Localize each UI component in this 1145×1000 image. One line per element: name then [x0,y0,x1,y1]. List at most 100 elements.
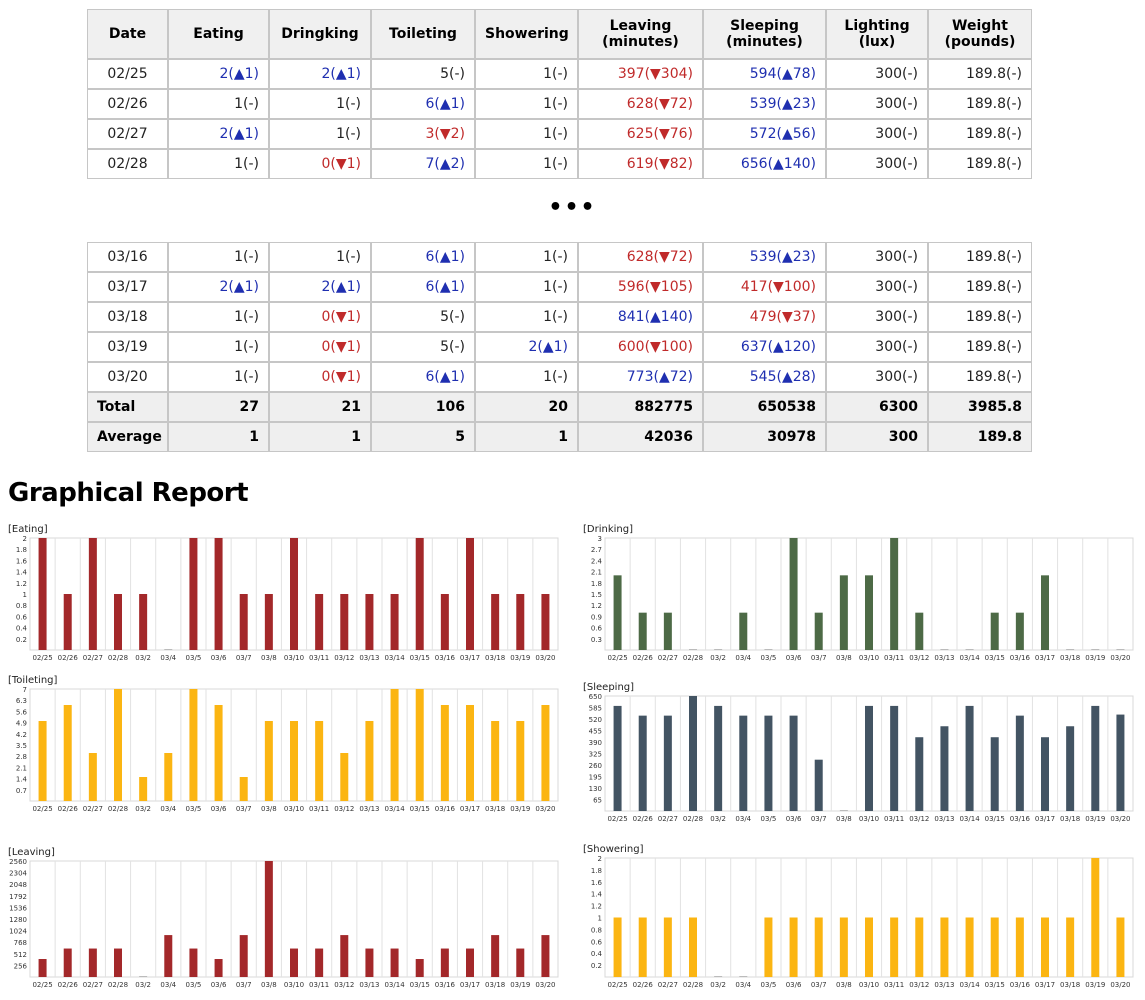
bar-03-6 [789,715,798,811]
table-row: 03/16 1(-) 1(-) 6(▲1) 1(-) 628(▼72) 539(▲23) 30… [87,242,1032,272]
bar-03-16 [1015,917,1024,977]
bar-03-18 [1066,726,1075,811]
x-tick-label: 03/7 [236,654,252,662]
value-cell: 1(-) [168,89,269,119]
bar-03-17 [466,538,474,650]
bar-03-6 [214,959,223,977]
x-tick-label: 03/12 [909,654,929,662]
x-tick-label: 03/11 [884,815,904,823]
bar-03-4 [164,649,173,650]
x-tick-label: 03/18 [1060,981,1080,989]
total-value: 20 [475,392,578,422]
bar-03-16 [440,948,449,977]
value-cell: 1(-) [475,272,578,302]
x-tick-label: 03/18 [1060,815,1080,823]
x-tick-label: 03/13 [359,805,379,813]
y-tick-label: 0.8 [16,602,27,610]
x-tick-label: 02/28 [683,815,703,823]
bar-03-17 [1041,737,1049,811]
x-tick-label: 03/16 [435,981,456,989]
bar-03-4 [164,753,173,801]
bar-03-18 [1066,649,1075,650]
bar-03-2 [714,649,723,650]
column-header: Toileting [371,9,475,59]
bar-03-20 [541,594,550,650]
bar-03-13 [365,594,374,650]
y-tick-label: 1 [598,915,602,923]
bar-03-15 [415,538,424,650]
x-tick-label: 02/27 [658,981,678,989]
daily-data-table-top: Date Eating Dringking Toileting Showering Lea… [87,9,1032,179]
x-tick-label: 02/26 [633,654,654,662]
value-cell: 1(-) [475,302,578,332]
x-tick-label: 02/27 [83,981,103,989]
x-tick-label: 03/13 [934,654,954,662]
table-row: 02/27 2(▲1) 1(-) 3(▼2) 1(-) 625(▼76) 572(▲56) 3… [87,119,1032,149]
bar-03-19 [516,721,525,801]
x-tick-label: 03/10 [859,654,879,662]
x-tick-label: 02/28 [683,654,703,662]
value-cell: 596(▼105) [578,272,703,302]
value-cell: 7(▲2) [371,149,475,179]
x-tick-label: 02/26 [633,815,654,823]
y-tick-label: 3 [598,535,602,543]
column-header: Lighting (lux) [826,9,928,59]
x-tick-label: 03/8 [836,654,852,662]
chart-title: [Eating] [8,524,48,535]
x-tick-label: 03/7 [811,815,827,823]
bar-03-6 [789,538,798,650]
value-cell: 189.8(-) [928,242,1032,272]
column-header: Sleeping (minutes) [703,9,826,59]
x-tick-label: 03/13 [359,654,379,662]
x-tick-label: 03/19 [510,805,530,813]
value-cell: 1(-) [168,332,269,362]
value-cell: 3(▼2) [371,119,475,149]
x-tick-label: 03/6 [786,654,802,662]
y-tick-label: 2304 [9,870,27,878]
value-cell: 628(▼72) [578,242,703,272]
bar-03-19 [516,594,525,650]
column-header: Showering [475,9,578,59]
bar-03-12 [915,737,924,811]
table-ellipsis: ••• [548,195,597,220]
bar-02-26 [63,705,72,801]
x-tick-label: 03/13 [934,815,954,823]
value-cell: 1(-) [475,149,578,179]
bar-03-7 [814,759,823,811]
bar-03-14 [965,917,974,977]
y-tick-label: 2.8 [16,753,27,761]
bar-03-20 [541,935,550,977]
bar-02-28 [689,649,697,650]
x-tick-label: 03/8 [261,805,277,813]
bar-03-20 [541,705,550,801]
bar-02-25 [613,705,622,811]
value-cell: 6(▲1) [371,242,475,272]
x-tick-label: 02/25 [607,981,627,989]
y-tick-label: 0.3 [591,636,602,644]
y-tick-label: 3.5 [16,742,27,750]
bar-03-11 [315,948,324,977]
bar-03-2 [139,777,148,801]
bar-03-15 [990,612,999,650]
bar-03-18 [1066,917,1075,977]
value-cell: 189.8(-) [928,332,1032,362]
value-cell: 2(▲1) [269,272,371,302]
y-tick-label: 1.8 [591,867,602,875]
y-tick-label: 65 [593,797,602,805]
value-cell: 0(▼1) [269,302,371,332]
bar-03-4 [739,612,748,650]
bar-03-10 [865,917,873,977]
total-value: 27 [168,392,269,422]
value-cell: 300(-) [826,302,928,332]
x-tick-label: 03/16 [435,805,456,813]
y-tick-label: 1.4 [591,891,603,899]
x-tick-label: 03/12 [909,981,929,989]
x-tick-label: 02/28 [108,654,128,662]
y-tick-label: 2.1 [16,764,27,772]
table-header-row: Date Eating Dringking Toileting Showering Lea… [87,9,1032,59]
x-tick-label: 03/12 [334,805,354,813]
bar-02-25 [38,959,47,977]
x-tick-label: 03/2 [135,981,151,989]
bar-03-5 [189,689,198,801]
bar-03-10 [290,948,298,977]
